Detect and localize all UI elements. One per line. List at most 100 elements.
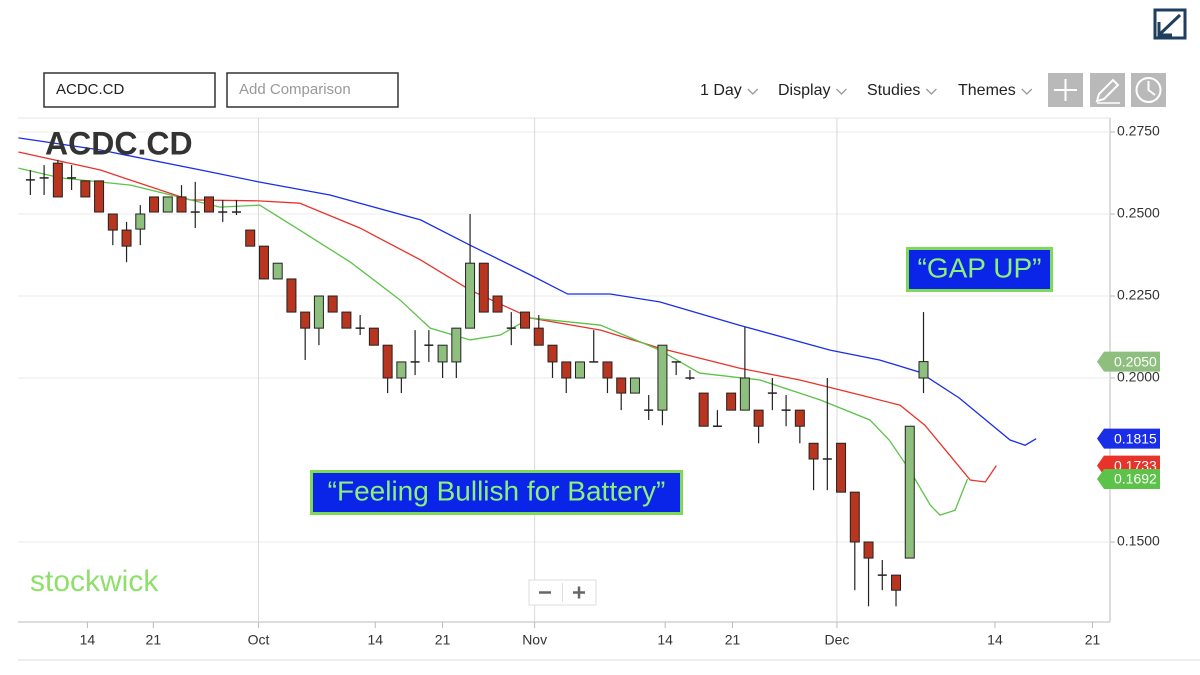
candle-body	[836, 442, 847, 493]
y-tick-label: 0.2750	[1117, 123, 1160, 139]
candle-body	[149, 196, 160, 213]
y-tick-label: 0.1500	[1117, 533, 1160, 549]
candle-body	[300, 311, 311, 329]
candle-body	[561, 361, 572, 379]
chevron	[836, 88, 847, 95]
candle-body	[616, 377, 627, 394]
menu[interactable]: Display	[778, 82, 830, 99]
candle-body	[629, 377, 640, 394]
candle-body	[286, 278, 297, 313]
candle-body	[80, 180, 91, 198]
symbol-text: ACDC.CD	[56, 81, 125, 98]
price-badge-label: 0.1692	[1114, 471, 1157, 487]
price-badge	[1097, 428, 1160, 449]
y-tick-label: 0.2500	[1117, 205, 1160, 221]
candle-body	[794, 409, 805, 427]
moving-average	[18, 137, 1037, 446]
price-badge-label: 0.2050	[1114, 353, 1157, 369]
price-badge	[1097, 351, 1160, 372]
x-tick-label: 14	[987, 632, 1003, 648]
y-tick-label: 0.2250	[1117, 287, 1160, 303]
candle-body	[382, 344, 393, 379]
x-tick-label: 21	[146, 632, 162, 648]
zoom-in[interactable]	[573, 586, 585, 599]
candle-body	[272, 262, 283, 280]
moving-average	[18, 151, 997, 483]
watermark: stockwick	[30, 565, 159, 598]
candle-body	[451, 327, 462, 363]
comparison-input[interactable]	[226, 72, 399, 108]
price-badge	[1097, 469, 1160, 490]
x-tick-label: Oct	[248, 632, 270, 648]
candle-body	[465, 262, 476, 329]
candle-body	[135, 213, 146, 230]
candle-body	[94, 180, 105, 213]
x-tick-label: Nov	[522, 632, 547, 648]
symbol-input[interactable]	[43, 72, 216, 108]
chevron	[925, 88, 937, 95]
candle-body	[726, 392, 737, 411]
candle-body	[121, 229, 132, 247]
annotation: “GAP UP”	[918, 252, 1042, 283]
x-tick-label: 21	[1085, 632, 1101, 648]
candle-body	[396, 361, 407, 379]
candle-body	[918, 361, 929, 379]
menu[interactable]: Studies	[867, 82, 920, 99]
x-tick-label: 21	[435, 632, 451, 648]
menu[interactable]: Themes	[958, 82, 1016, 99]
annotation-box	[310, 470, 683, 515]
chevron	[1021, 88, 1033, 95]
price-badge-label: 0.1815	[1114, 430, 1157, 446]
candle-body	[52, 162, 63, 198]
candle-body	[162, 196, 173, 213]
candle-body	[313, 295, 324, 329]
annotation-box	[906, 247, 1053, 292]
x-tick-label: Dec	[824, 632, 849, 648]
y-tick-label: 0.2000	[1117, 369, 1160, 385]
menu[interactable]: 1 Day	[700, 82, 742, 99]
x-tick-label: 21	[725, 632, 741, 648]
candle-body	[863, 541, 874, 559]
candle-body	[437, 344, 448, 363]
expand-icon[interactable]	[1153, 8, 1187, 40]
candle-body	[739, 377, 750, 411]
annotation: “Feeling Bullish for Battery”	[328, 475, 666, 506]
candle-body	[203, 196, 214, 213]
draw-button[interactable]	[1090, 73, 1125, 107]
candle-body	[753, 409, 764, 427]
candle-body	[574, 361, 585, 379]
zoom-controls	[528, 579, 597, 606]
candle-body	[368, 327, 379, 346]
candle-body	[341, 311, 352, 329]
candle-body	[245, 229, 256, 247]
candle-body	[849, 491, 860, 543]
candle-body	[547, 344, 558, 363]
x-tick-label: 14	[367, 632, 383, 648]
x-tick-label: 14	[657, 632, 673, 648]
x-tick-label: 14	[80, 632, 96, 648]
candle-body	[698, 392, 709, 427]
moving-average	[18, 167, 969, 516]
candle-body	[327, 295, 338, 313]
candle-body	[176, 196, 187, 213]
comparison-placeholder: Add Comparison	[239, 81, 351, 98]
candles	[25, 159, 929, 607]
candle-body	[258, 245, 269, 280]
candle-body	[891, 574, 902, 591]
grid: 0.2750 0.2500 0.2250 0.2000 0.1500 14 21 Oct 14 2…	[18, 118, 1160, 648]
candle-body	[602, 361, 613, 379]
chart-title: ACDC.CD	[45, 125, 193, 161]
candle-body	[657, 344, 668, 411]
chevron	[747, 88, 759, 95]
candle-body	[478, 262, 489, 313]
candle-body	[904, 425, 915, 559]
candle-body	[520, 311, 531, 329]
add-button[interactable]	[1048, 73, 1083, 107]
candle-body	[533, 327, 544, 346]
candle-body	[808, 442, 819, 460]
candle-body	[492, 295, 503, 313]
history-button[interactable]	[1131, 73, 1166, 107]
